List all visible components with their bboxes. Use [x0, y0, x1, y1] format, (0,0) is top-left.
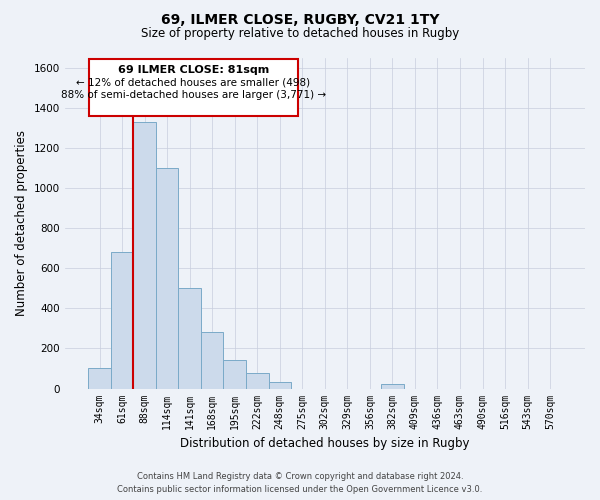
FancyBboxPatch shape: [89, 58, 298, 116]
Bar: [133, 122, 156, 388]
Text: 69, ILMER CLOSE, RUGBY, CV21 1TY: 69, ILMER CLOSE, RUGBY, CV21 1TY: [161, 12, 439, 26]
Bar: [111, 252, 133, 388]
Bar: [223, 360, 246, 388]
Text: 88% of semi-detached houses are larger (3,771) →: 88% of semi-detached houses are larger (…: [61, 90, 326, 100]
Bar: [201, 332, 223, 388]
Bar: [246, 372, 269, 388]
Text: ← 12% of detached houses are smaller (498): ← 12% of detached houses are smaller (49…: [76, 78, 310, 88]
Text: Size of property relative to detached houses in Rugby: Size of property relative to detached ho…: [141, 28, 459, 40]
X-axis label: Distribution of detached houses by size in Rugby: Distribution of detached houses by size …: [180, 437, 470, 450]
Text: Contains HM Land Registry data © Crown copyright and database right 2024.
Contai: Contains HM Land Registry data © Crown c…: [118, 472, 482, 494]
Bar: [178, 288, 201, 388]
Bar: [156, 168, 178, 388]
Text: 69 ILMER CLOSE: 81sqm: 69 ILMER CLOSE: 81sqm: [118, 64, 269, 74]
Y-axis label: Number of detached properties: Number of detached properties: [15, 130, 28, 316]
Bar: [269, 382, 291, 388]
Bar: [381, 384, 404, 388]
Bar: [88, 368, 111, 388]
